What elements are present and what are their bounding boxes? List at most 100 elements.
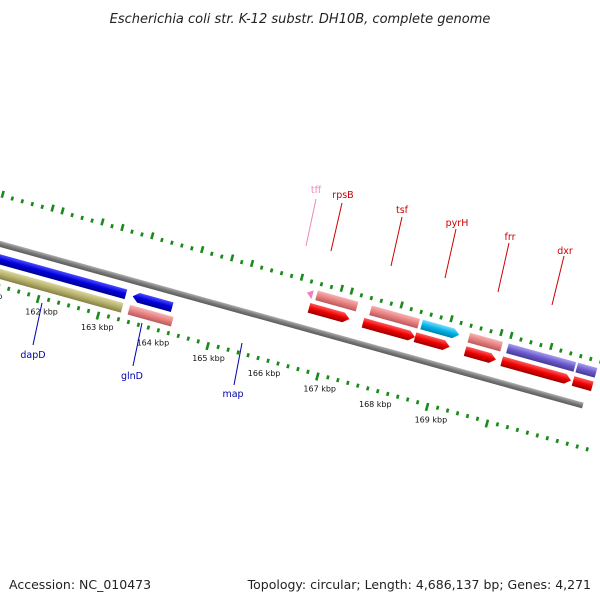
frr-feature (467, 332, 503, 352)
gene-label-map: map (222, 389, 243, 400)
minor-tick (40, 204, 45, 210)
minor-tick (196, 339, 201, 344)
major-tick (484, 419, 490, 428)
glnD-leader (132, 322, 143, 367)
minor-tick (146, 325, 151, 330)
map-feature (127, 304, 174, 327)
minor-tick (525, 430, 530, 435)
minor-tick (46, 297, 51, 303)
minor-tick (306, 369, 310, 375)
major-tick (499, 328, 504, 337)
minor-tick (226, 347, 230, 352)
minor-tick (435, 405, 440, 411)
minor-tick (160, 237, 164, 243)
minor-tick (279, 270, 284, 276)
tsf-leader (390, 216, 403, 267)
gene-labels: dapD glnD map tff rpsB tsf pyrH frr dxr (20, 185, 572, 400)
minor-tick (246, 352, 250, 358)
major-tick (100, 218, 105, 226)
gene-label-pyrH: pyrH (446, 218, 469, 229)
minor-tick (455, 411, 460, 416)
minor-tick (365, 386, 370, 391)
minor-tick (116, 316, 121, 322)
rpsB-feature (315, 290, 359, 312)
gene-label-dxr: dxr (557, 246, 573, 257)
forward-cds-arrow (361, 317, 415, 341)
major-tick (509, 331, 514, 340)
scale-label: 165 kbp (192, 354, 225, 363)
minor-tick (170, 240, 174, 246)
scale-label: 164 kbp (137, 338, 170, 347)
minor-tick (256, 355, 260, 361)
minor-tick (379, 298, 384, 304)
minor-tick (6, 286, 11, 292)
minor-tick (588, 356, 593, 362)
minor-tick (555, 438, 560, 444)
minor-tick (219, 254, 224, 259)
minor-tick (469, 323, 473, 329)
map-title: Escherichia coli str. K-12 substr. DH10B… (110, 12, 491, 27)
major-tick (339, 284, 345, 293)
minor-tick (326, 375, 330, 380)
minor-tick (579, 353, 583, 359)
minor-tick (86, 308, 91, 314)
minor-tick (289, 273, 294, 279)
gene-label-tsf: tsf (396, 205, 409, 216)
minor-tick (130, 229, 134, 234)
major-tick (35, 294, 41, 304)
major-tick (120, 223, 125, 232)
tff-feature (306, 290, 314, 300)
pyrH-feature (420, 319, 460, 339)
minor-tick (16, 289, 21, 294)
minor-tick (535, 433, 540, 438)
minor-tick (236, 350, 240, 355)
forward-cds-arrow (413, 332, 450, 350)
minor-tick (375, 388, 380, 394)
minor-tick (439, 315, 443, 320)
minor-tick (415, 399, 420, 405)
rpsB-leader (330, 202, 343, 252)
minor-tick (26, 292, 31, 297)
feature-track (0, 250, 598, 392)
minor-tick (180, 243, 184, 248)
minor-tick (136, 322, 141, 328)
minor-tick (385, 391, 390, 397)
major-tick (549, 342, 554, 351)
gene-label-dapD: dapD (20, 350, 45, 361)
gene-label-glnD: glnD (121, 371, 143, 382)
minor-tick (515, 427, 520, 433)
frr-leader (497, 242, 510, 293)
major-tick (60, 207, 65, 215)
minor-tick (545, 435, 550, 441)
major-tick (249, 259, 255, 268)
minor-tick (140, 232, 144, 237)
major-tick (200, 245, 205, 254)
minor-tick (216, 344, 220, 350)
forward-cds-arrow (500, 356, 572, 384)
minor-tick (336, 377, 340, 383)
minor-tick (419, 309, 424, 315)
reverse-cds-arrow (0, 250, 128, 300)
minor-tick (126, 319, 131, 325)
accession-label: Accession: NC_010473 (9, 577, 152, 592)
reverse-cds-arrow (132, 293, 174, 313)
minor-tick (529, 340, 533, 345)
minor-tick (465, 413, 470, 419)
minor-tick (156, 328, 161, 333)
minor-tick (405, 397, 410, 402)
minor-tick (359, 293, 364, 298)
minor-tick (346, 380, 350, 386)
minor-tick (459, 320, 463, 326)
minor-tick (539, 342, 543, 348)
minor-tick (110, 223, 114, 229)
dxr-feature (506, 343, 577, 372)
minor-tick (575, 444, 580, 449)
major-tick (205, 341, 210, 351)
gene-label-tff: tff (311, 185, 322, 196)
minor-tick (296, 366, 300, 372)
forward-cds-arrow (571, 376, 594, 392)
pyrH-leader (444, 228, 457, 279)
minor-tick (269, 268, 274, 273)
scale-label: 169 kbp (415, 416, 448, 425)
